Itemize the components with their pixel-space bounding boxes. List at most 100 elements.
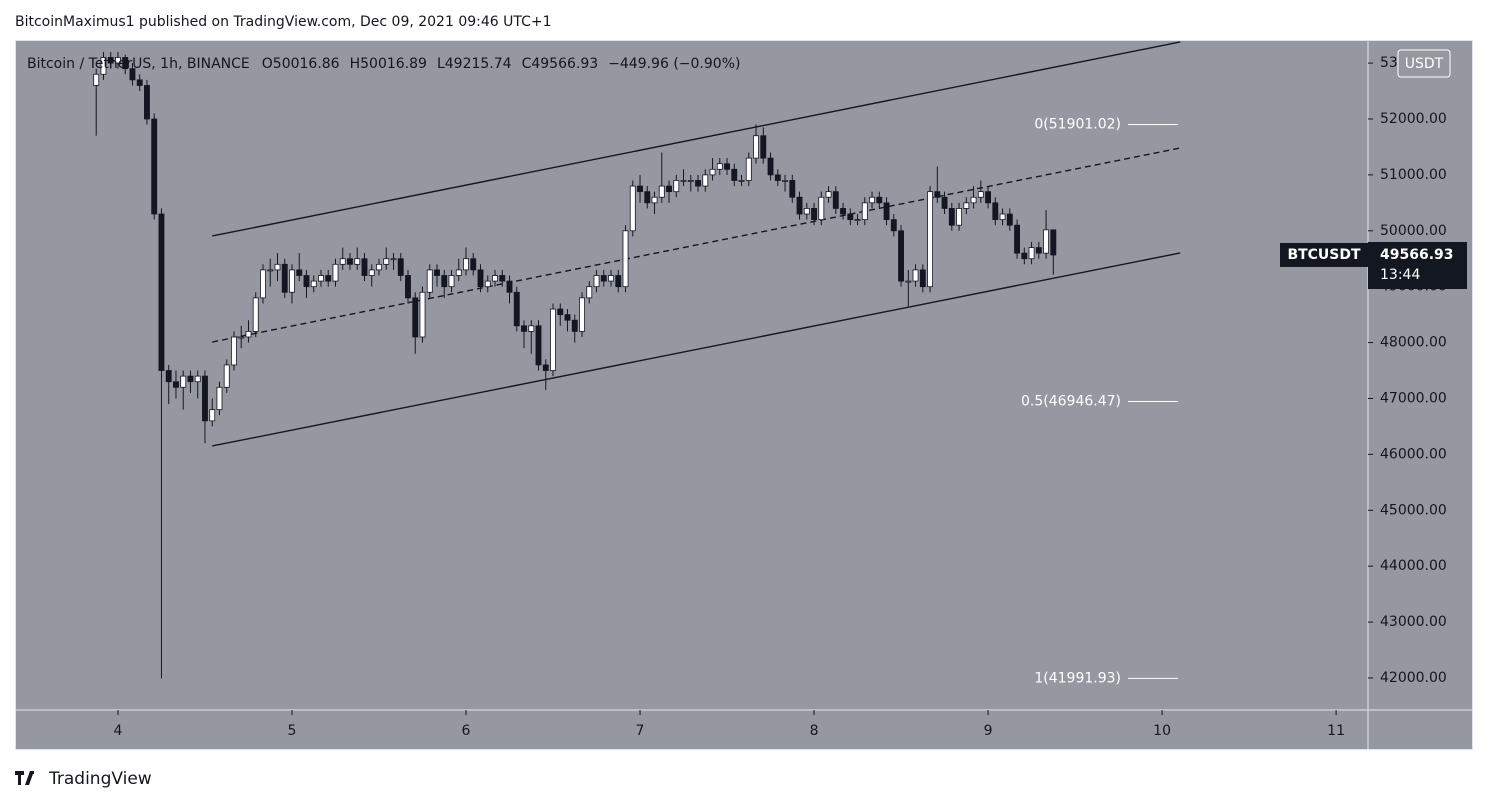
candle-body bbox=[876, 196, 883, 204]
candle-body bbox=[644, 191, 651, 204]
legend-close: 49566.93 bbox=[531, 56, 598, 72]
candle-body bbox=[615, 275, 622, 288]
candle-body bbox=[383, 258, 390, 265]
candle-body bbox=[173, 381, 179, 388]
chart-background bbox=[15, 40, 1473, 750]
candle-body bbox=[803, 208, 810, 215]
plot-area bbox=[93, 41, 1181, 679]
candle-body bbox=[992, 202, 999, 221]
candle-body bbox=[332, 263, 339, 282]
legend-open: 50016.86 bbox=[273, 56, 340, 72]
x-tick-label: 11 bbox=[1327, 723, 1345, 739]
candle-body bbox=[658, 185, 665, 198]
candle-body bbox=[194, 375, 201, 383]
candle-body bbox=[158, 213, 165, 371]
footer-logo: TradingView bbox=[15, 769, 152, 789]
candle-body bbox=[745, 157, 752, 181]
candle-body bbox=[107, 57, 114, 64]
candle-body bbox=[1035, 247, 1042, 254]
candle-body bbox=[144, 85, 150, 120]
fib-label: 0.5(46946.47) bbox=[1021, 393, 1121, 409]
candle-body bbox=[789, 180, 796, 198]
candle-body bbox=[934, 191, 941, 198]
candle-body bbox=[651, 196, 658, 204]
fib-label: 1(41991.93) bbox=[1034, 670, 1121, 686]
y-tick-label: 48000.00 bbox=[1380, 335, 1447, 351]
candle-body bbox=[151, 118, 158, 215]
candle-body bbox=[898, 230, 904, 282]
candle-body bbox=[564, 314, 571, 321]
y-tick-label: 44000.00 bbox=[1380, 558, 1447, 574]
candle-body bbox=[1043, 229, 1050, 254]
candle-body bbox=[883, 202, 890, 221]
candle-body bbox=[970, 196, 977, 204]
candle-body bbox=[455, 269, 462, 276]
candle-body bbox=[861, 202, 868, 221]
candle-body bbox=[448, 275, 455, 288]
candle-body bbox=[680, 180, 687, 182]
candle-body bbox=[832, 191, 839, 209]
legend: Bitcoin / TetherUS, 1h, BINANCE O50016.86… bbox=[27, 56, 740, 72]
candle-body bbox=[252, 297, 259, 332]
candle-body bbox=[919, 269, 926, 288]
candle-body bbox=[122, 57, 129, 70]
candle-body bbox=[666, 185, 672, 193]
candle-body bbox=[948, 208, 955, 226]
candle-body bbox=[579, 297, 585, 332]
candle-body bbox=[774, 174, 781, 181]
candle-body bbox=[593, 275, 600, 288]
candle-body bbox=[753, 135, 759, 159]
candle-body bbox=[347, 258, 353, 265]
countdown: 13:44 bbox=[1380, 267, 1420, 283]
candle-body bbox=[325, 275, 332, 282]
candle-body bbox=[484, 280, 491, 288]
candle-body bbox=[854, 219, 861, 222]
candle-body bbox=[245, 330, 252, 338]
candle-body bbox=[477, 269, 484, 288]
candle-body bbox=[927, 191, 933, 288]
candle-body bbox=[550, 308, 556, 371]
candle-body bbox=[811, 208, 817, 221]
trend-line bbox=[212, 147, 1181, 343]
y-tick-label: 47000.00 bbox=[1380, 390, 1447, 406]
candle-body bbox=[738, 180, 745, 182]
trend-line bbox=[212, 252, 1181, 447]
candle-body bbox=[557, 308, 564, 316]
candle-body bbox=[223, 364, 230, 388]
candle-body bbox=[361, 258, 368, 276]
logo-icon bbox=[15, 771, 34, 785]
legend-key: O bbox=[262, 56, 273, 72]
candle-body bbox=[397, 258, 404, 276]
candle-body bbox=[869, 196, 875, 204]
candle-body bbox=[571, 319, 578, 332]
candle-body bbox=[586, 286, 593, 299]
candle-body bbox=[1006, 213, 1013, 226]
y-tick-label: 43000.00 bbox=[1380, 614, 1447, 630]
candle-body bbox=[267, 269, 274, 272]
candle-body bbox=[695, 180, 701, 187]
candle-body bbox=[535, 325, 542, 366]
candle-body bbox=[600, 275, 607, 282]
x-tick-label: 8 bbox=[810, 723, 819, 739]
candle-body bbox=[1028, 247, 1035, 260]
fib-label: 0(51901.02) bbox=[1034, 117, 1121, 133]
price-value: 49566.93 bbox=[1380, 247, 1454, 263]
legend-symbol: Bitcoin / TetherUS, 1h, BINANCE bbox=[27, 56, 250, 72]
candle-body bbox=[622, 230, 629, 288]
candle-body bbox=[115, 57, 121, 64]
candle-body bbox=[767, 157, 774, 176]
candle-body bbox=[941, 196, 948, 209]
candle-body bbox=[1021, 252, 1028, 260]
candle-body bbox=[521, 325, 527, 332]
candle-body bbox=[687, 180, 694, 182]
candle-body bbox=[847, 213, 854, 221]
candle-body bbox=[368, 269, 375, 276]
x-tick-label: 6 bbox=[462, 723, 471, 739]
candle-body bbox=[629, 185, 636, 232]
currency-box bbox=[1397, 49, 1451, 78]
candle-body bbox=[463, 258, 469, 271]
candle-body bbox=[318, 275, 324, 282]
trend-line bbox=[212, 41, 1181, 237]
candle-body bbox=[231, 336, 237, 366]
